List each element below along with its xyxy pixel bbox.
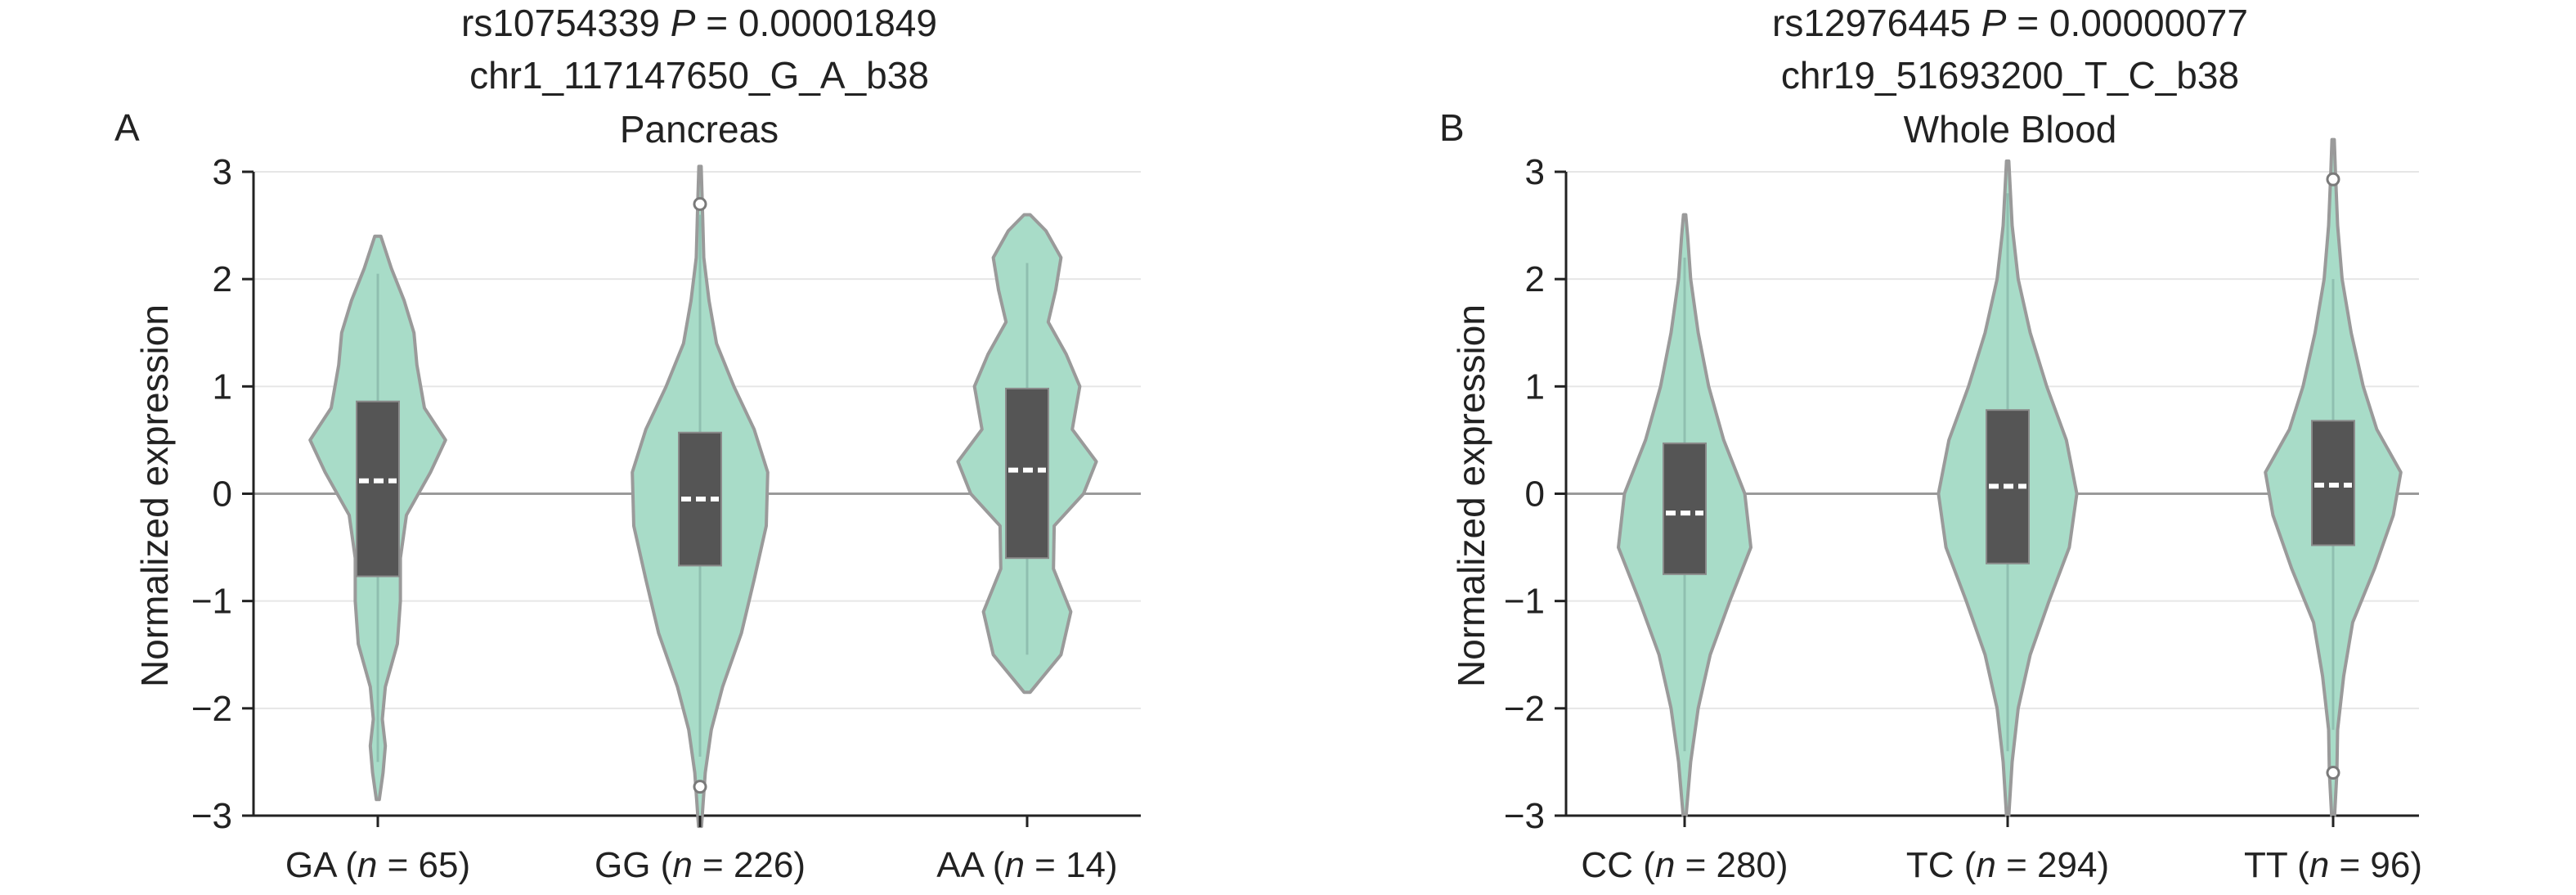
panel-b: rs12976445 P = 0.00000077 chr19_51693200… bbox=[1439, 2, 2422, 885]
panel-a-y-tick-label: −3 bbox=[191, 796, 232, 836]
panel-a-y-tick-label: −2 bbox=[191, 689, 232, 729]
panel-b-y-axis-label: Normalized expression bbox=[1450, 304, 1492, 687]
panel-a-y-tick-label: 2 bbox=[213, 259, 232, 299]
panel-a-y-tick-label: 1 bbox=[213, 367, 232, 407]
panel-a-ga-label-n: n bbox=[357, 845, 377, 885]
panel-a-aa-label-suffix: = 14) bbox=[1025, 845, 1118, 885]
panel-b-y-tick-label: 2 bbox=[1525, 259, 1545, 299]
panel-b-cc-x-tick-label: CC (n = 280) bbox=[1581, 845, 1788, 885]
panel-b-letter: B bbox=[1439, 106, 1465, 149]
panel-a: rs10754339 P = 0.00001849 chr1_117147650… bbox=[114, 2, 1141, 885]
panel-b-cc-label-suffix: = 280) bbox=[1675, 845, 1788, 885]
panel-a-ga-x-tick-label: GA (n = 65) bbox=[285, 845, 470, 885]
panel-b-tt-x-tick-label: TT (n = 96) bbox=[2244, 845, 2422, 885]
panel-a-gg-label-n: n bbox=[672, 845, 692, 885]
panel-a-aa-label-prefix: AA ( bbox=[936, 845, 1004, 885]
panel-b-cc-label-n: n bbox=[1655, 845, 1675, 885]
panel-b-y-tick-label: −2 bbox=[1504, 689, 1545, 729]
panel-b-title-variant: chr19_51693200_T_C_b38 bbox=[1781, 54, 2239, 97]
panel-a-y-tick-label: −1 bbox=[191, 582, 232, 622]
panel-a-gg-outlier bbox=[693, 196, 707, 211]
panel-b-tt-outlier bbox=[2326, 766, 2340, 780]
panel-b-y-tick-label: −1 bbox=[1504, 582, 1545, 622]
panel-b-tc-label-suffix: = 294) bbox=[1996, 845, 2109, 885]
panel-b-tt-label-suffix: = 96) bbox=[2329, 845, 2422, 885]
panel-b-y-tick-label: 0 bbox=[1525, 474, 1545, 515]
panel-a-ga-label-suffix: = 65) bbox=[377, 845, 470, 885]
panel-b-tt-outlier bbox=[2326, 172, 2340, 187]
panel-a-title-variant: chr1_117147650_G_A_b38 bbox=[469, 54, 929, 97]
panel-b-cc-box bbox=[1663, 442, 1707, 575]
panel-b-tt-label-prefix: TT ( bbox=[2244, 845, 2309, 885]
panel-a-gg-x-tick-label: GG (n = 226) bbox=[595, 845, 806, 885]
panel-b-y-tick-label: 1 bbox=[1525, 367, 1545, 407]
panel-b-tc-label-prefix: TC ( bbox=[1906, 845, 1977, 885]
panel-b-title-snp-line: rs12976445 P = 0.00000077 bbox=[1772, 2, 2248, 44]
panel-a-y-tick-label: 3 bbox=[213, 152, 232, 192]
panel-b-y-tick-label: 3 bbox=[1525, 152, 1545, 192]
panel-a-y-tick-label: 0 bbox=[213, 474, 232, 515]
panel-a-aa-box bbox=[1005, 387, 1049, 560]
panel-b-title-tissue: Whole Blood bbox=[1904, 108, 2117, 151]
panel-a-letter: A bbox=[114, 106, 140, 149]
panel-a-y-axis-label: Normalized expression bbox=[133, 304, 176, 687]
panel-b-tc-label-n: n bbox=[1976, 845, 1995, 885]
panel-a-aa-label-n: n bbox=[1004, 845, 1024, 885]
panel-a-gg-label-suffix: = 226) bbox=[693, 845, 806, 885]
panel-a-gg-label-prefix: GG ( bbox=[595, 845, 673, 885]
panel-b-tc-x-tick-label: TC (n = 294) bbox=[1906, 845, 2109, 885]
panel-a-ga-box bbox=[356, 400, 400, 578]
panel-a-aa-x-tick-label: AA (n = 14) bbox=[936, 845, 1117, 885]
panel-a-gg-outlier bbox=[693, 780, 707, 794]
panel-a-title-tissue: Pancreas bbox=[620, 108, 779, 151]
panel-a-title-snp-line: rs10754339 P = 0.00001849 bbox=[461, 2, 937, 44]
panel-b-tt-label-n: n bbox=[2309, 845, 2329, 885]
panel-b-cc-label-prefix: CC ( bbox=[1581, 845, 1655, 885]
panel-a-ga-label-prefix: GA ( bbox=[285, 845, 357, 885]
panel-b-y-tick-label: −3 bbox=[1504, 796, 1545, 836]
